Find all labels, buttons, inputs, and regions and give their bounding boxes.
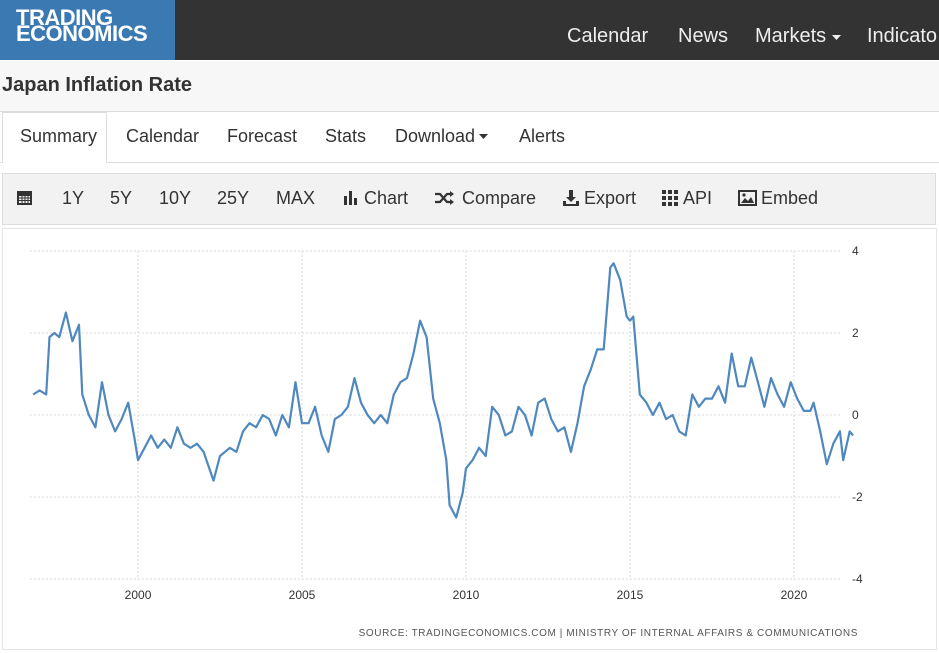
embed-icon — [738, 190, 757, 206]
tab[interactable]: Stats — [325, 126, 367, 146]
top-bar: TRADING ECONOMICS Calendar News Markets … — [0, 0, 939, 60]
title-bar — [0, 61, 939, 112]
toolbar — [2, 173, 936, 225]
tab[interactable]: Calendar — [126, 126, 200, 146]
y-tick-label: -2 — [852, 490, 863, 504]
compare-icon — [435, 191, 454, 205]
tabs — [0, 112, 939, 163]
data-line — [32, 262, 854, 519]
y-tick-label: 0 — [852, 408, 859, 422]
range-button[interactable]: 10Y — [159, 188, 192, 208]
y-tick-label: 2 — [852, 326, 859, 340]
chart: -4 -2 0 2 4 2000 2005 2010 2015 2020 SOURCE: TRADI… — [29, 244, 863, 639]
chart-icon — [344, 191, 357, 205]
source-note: SOURCE: TRADINGECONOMICS.COM | MINISTRY … — [359, 628, 858, 639]
caret — [479, 134, 488, 139]
tool-button[interactable]: Compare — [462, 188, 537, 208]
tool-button[interactable]: Chart — [364, 188, 409, 208]
export-icon — [563, 190, 579, 206]
tool-button[interactable]: API — [683, 188, 713, 208]
range-button[interactable]: 1Y — [62, 188, 85, 208]
tool-button[interactable]: Export — [584, 188, 637, 208]
nav-link[interactable]: Calendar — [567, 25, 649, 47]
x-tick-label: 2020 — [781, 588, 808, 602]
nav-link[interactable]: Indicato — [867, 25, 938, 47]
tab[interactable]: Forecast — [227, 126, 298, 146]
y-tick-label: 4 — [852, 244, 859, 258]
range-button[interactable]: MAX — [276, 188, 316, 208]
api-icon — [662, 190, 678, 206]
x-tick-label: 2010 — [453, 588, 480, 602]
caret — [832, 35, 841, 40]
logo-text[interactable]: TRADING ECONOMICS — [16, 5, 148, 46]
x-tick-label: 2000 — [125, 588, 152, 602]
tab[interactable]: Alerts — [519, 126, 566, 146]
calendar-icon[interactable] — [16, 189, 34, 207]
logo[interactable]: TRADING ECONOMICS — [0, 0, 175, 60]
chart-panel — [2, 228, 937, 650]
x-tick-label: 2015 — [617, 588, 644, 602]
nav-link[interactable]: News — [678, 25, 729, 47]
page-title: Japan Inflation Rate — [2, 74, 193, 96]
active-tab — [2, 112, 107, 163]
y-tick-label: -4 — [852, 572, 863, 586]
tab[interactable]: Summary — [20, 126, 98, 146]
range-button[interactable]: 5Y — [110, 188, 133, 208]
nav-link[interactable]: Markets — [755, 25, 827, 47]
tab[interactable]: Download — [395, 126, 476, 146]
x-tick-label: 2005 — [289, 588, 316, 602]
range-button[interactable]: 25Y — [217, 188, 250, 208]
tool-button[interactable]: Embed — [761, 188, 819, 208]
